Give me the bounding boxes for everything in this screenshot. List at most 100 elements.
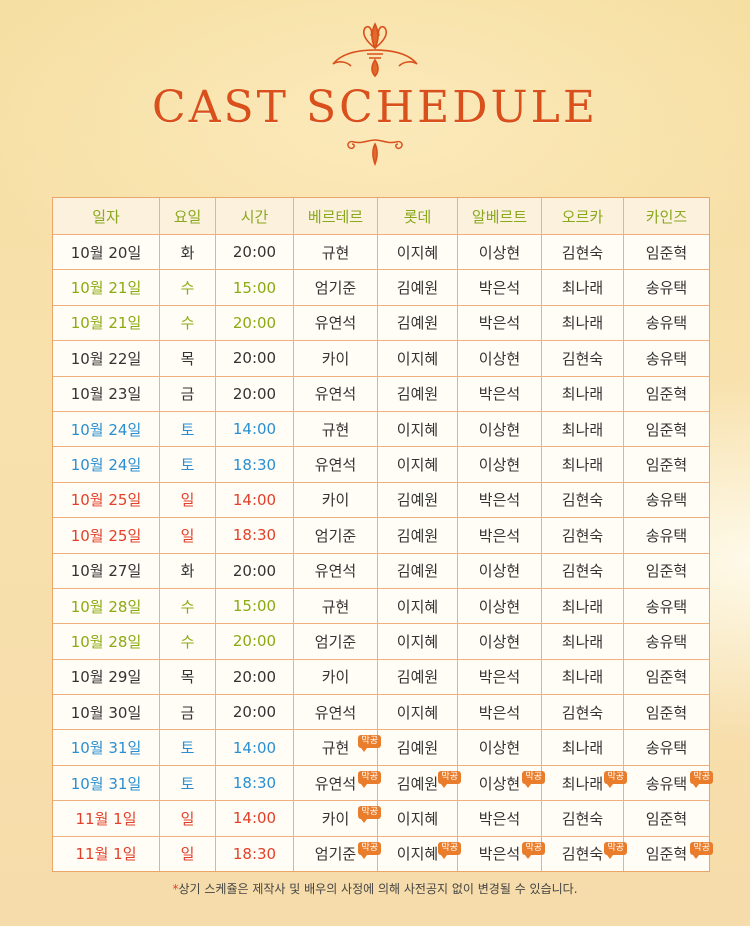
last-show-badge: 막공 bbox=[438, 770, 461, 788]
cast-cell-kains: 송유택 bbox=[623, 518, 709, 553]
day-cell: 일 bbox=[159, 836, 215, 872]
cast-cell-lotte: 이지혜 bbox=[377, 411, 457, 447]
cast-cell-lotte: 이지혜 bbox=[377, 588, 457, 624]
cast-cell-kains-text: 임준혁 bbox=[645, 456, 688, 475]
day-cell: 수 bbox=[159, 270, 215, 305]
time-cell: 20:00 bbox=[215, 376, 293, 411]
cast-cell-orca-text: 최나래 bbox=[561, 632, 604, 651]
cast-cell-kains: 임준혁 막공 bbox=[623, 836, 713, 872]
column-header-date: 일자 bbox=[92, 207, 120, 226]
cast-cell-werther: 카이 막공 bbox=[293, 801, 381, 836]
time-cell: 14:00 bbox=[215, 482, 293, 518]
cast-cell-kains-text: 임준혁 bbox=[645, 243, 688, 262]
column-header-lotte: 롯데 bbox=[377, 198, 457, 234]
cast-cell-albert-text: 이상현 bbox=[478, 597, 521, 616]
cast-cell-albert: 박은석 막공 bbox=[457, 836, 545, 872]
last-show-badge: 막공 bbox=[690, 841, 713, 859]
cast-cell-werther-text: 유연석 bbox=[314, 385, 357, 404]
column-header-day: 요일 bbox=[159, 198, 215, 234]
day-cell-text: 목 bbox=[180, 668, 195, 687]
day-cell: 일 bbox=[159, 801, 215, 836]
cast-cell-kains-text: 임준혁 bbox=[645, 845, 688, 864]
cast-cell-albert: 이상현 bbox=[457, 624, 541, 659]
cast-cell-kains: 임준혁 bbox=[623, 235, 709, 270]
time-cell: 18:30 bbox=[215, 518, 293, 553]
cast-cell-albert: 박은석 bbox=[457, 270, 541, 305]
cast-cell-albert-text: 박은석 bbox=[478, 314, 521, 333]
cast-cell-albert: 이상현 bbox=[457, 553, 541, 588]
date-cell-text: 10월 28일 bbox=[70, 597, 142, 616]
cast-cell-orca-text: 최나래 bbox=[561, 774, 604, 793]
date-cell: 10월 31일 bbox=[53, 730, 159, 764]
day-cell-text: 금 bbox=[180, 703, 195, 722]
date-cell: 10월 30일 bbox=[53, 695, 159, 729]
cast-cell-werther: 카이 bbox=[293, 341, 377, 376]
time-cell-text: 18:30 bbox=[232, 526, 277, 545]
table-row: 10월 28일 수 15:00 규현 이지혜 이상현 최나래 송유택 bbox=[53, 587, 709, 624]
table-row: 10월 21일 수 20:00 유연석 김예원 박은석 최나래 송유택 bbox=[53, 304, 709, 341]
table-row: 10월 22일 목 20:00 카이 이지혜 이상현 김현숙 송유택 bbox=[53, 340, 709, 376]
cast-cell-kains: 임준혁 bbox=[623, 447, 709, 482]
column-header-orca: 오르카 bbox=[541, 198, 623, 234]
cast-cell-lotte-text: 김예원 bbox=[396, 739, 439, 758]
cast-cell-kains-text: 송유택 bbox=[645, 349, 688, 368]
date-cell: 10월 28일 bbox=[53, 624, 159, 658]
date-cell: 10월 21일 bbox=[53, 270, 159, 304]
cast-cell-lotte-text: 김예원 bbox=[396, 491, 439, 510]
day-cell: 토 bbox=[159, 411, 215, 447]
time-cell-text: 15:00 bbox=[232, 597, 277, 616]
cast-cell-lotte: 이지혜 bbox=[377, 447, 457, 482]
cast-cell-orca: 최나래 bbox=[541, 305, 623, 341]
cast-cell-werther-text: 유연석 bbox=[314, 703, 357, 722]
cast-cell-lotte-text: 김예원 bbox=[396, 385, 439, 404]
table-row: 10월 29일 목 20:00 카이 김예원 박은석 최나래 임준혁 bbox=[53, 658, 709, 695]
last-show-badge: 막공 bbox=[358, 735, 381, 753]
cast-cell-werther: 카이 bbox=[293, 482, 377, 518]
cast-cell-albert-text: 박은석 bbox=[478, 491, 521, 510]
cast-cell-lotte: 김예원 bbox=[377, 518, 457, 553]
time-cell: 20:00 bbox=[215, 659, 293, 695]
cast-cell-lotte-text: 이지혜 bbox=[396, 420, 439, 439]
cast-cell-kains: 송유택 bbox=[623, 270, 709, 305]
cast-cell-werther: 규현 bbox=[293, 411, 377, 447]
cast-cell-kains-text: 송유택 bbox=[645, 279, 688, 298]
last-show-badge: 막공 bbox=[438, 841, 461, 859]
time-cell: 20:00 bbox=[215, 305, 293, 341]
cast-cell-lotte-text: 김예원 bbox=[396, 279, 439, 298]
cast-cell-kains: 송유택 bbox=[623, 482, 709, 518]
day-cell: 화 bbox=[159, 553, 215, 588]
time-cell-text: 20:00 bbox=[232, 243, 277, 262]
cast-cell-kains-text: 송유택 bbox=[645, 597, 688, 616]
cast-cell-lotte: 이지혜 bbox=[377, 695, 457, 730]
cast-cell-orca: 최나래 막공 bbox=[541, 765, 627, 801]
date-cell: 10월 24일 bbox=[53, 447, 159, 481]
cast-cell-kains: 송유택 bbox=[623, 624, 709, 659]
day-cell-text: 목 bbox=[180, 349, 195, 368]
day-cell-text: 화 bbox=[180, 562, 195, 581]
cast-cell-werther-text: 규현 bbox=[321, 597, 350, 616]
date-cell: 11월 1일 bbox=[53, 801, 159, 835]
column-header-kains: 카인즈 bbox=[623, 198, 709, 234]
cast-cell-werther: 엄기준 bbox=[293, 518, 377, 553]
cast-cell-orca-text: 최나래 bbox=[561, 420, 604, 439]
cast-cell-kains: 송유택 bbox=[623, 588, 709, 624]
day-cell: 수 bbox=[159, 305, 215, 341]
time-cell-text: 14:00 bbox=[232, 809, 277, 828]
cast-cell-albert: 이상현 bbox=[457, 730, 541, 765]
cast-cell-lotte: 김예원 bbox=[377, 730, 457, 765]
cast-cell-albert-text: 이상현 bbox=[478, 774, 521, 793]
cast-cell-werther: 엄기준 bbox=[293, 624, 377, 659]
cast-cell-lotte: 김예원 bbox=[377, 305, 457, 341]
footnote-star: * bbox=[172, 882, 179, 896]
cast-cell-albert-text: 이상현 bbox=[478, 456, 521, 475]
cast-cell-werther-text: 유연석 bbox=[314, 456, 357, 475]
time-cell: 20:00 bbox=[215, 553, 293, 588]
date-cell-text: 10월 24일 bbox=[70, 420, 142, 439]
table-row: 10월 31일 토 18:30 유연석 막공 김예원 막공 이상현 막공 최나래 막공 송유택 막공 bbox=[53, 764, 713, 801]
date-cell-text: 10월 23일 bbox=[70, 385, 142, 404]
day-cell-text: 토 bbox=[180, 774, 195, 793]
time-cell: 20:00 bbox=[215, 341, 293, 376]
date-cell-text: 10월 27일 bbox=[70, 562, 142, 581]
table-row: 10월 25일 일 14:00 카이 김예원 박은석 김현숙 송유택 bbox=[53, 481, 709, 518]
cast-cell-orca: 김현숙 bbox=[541, 801, 623, 836]
